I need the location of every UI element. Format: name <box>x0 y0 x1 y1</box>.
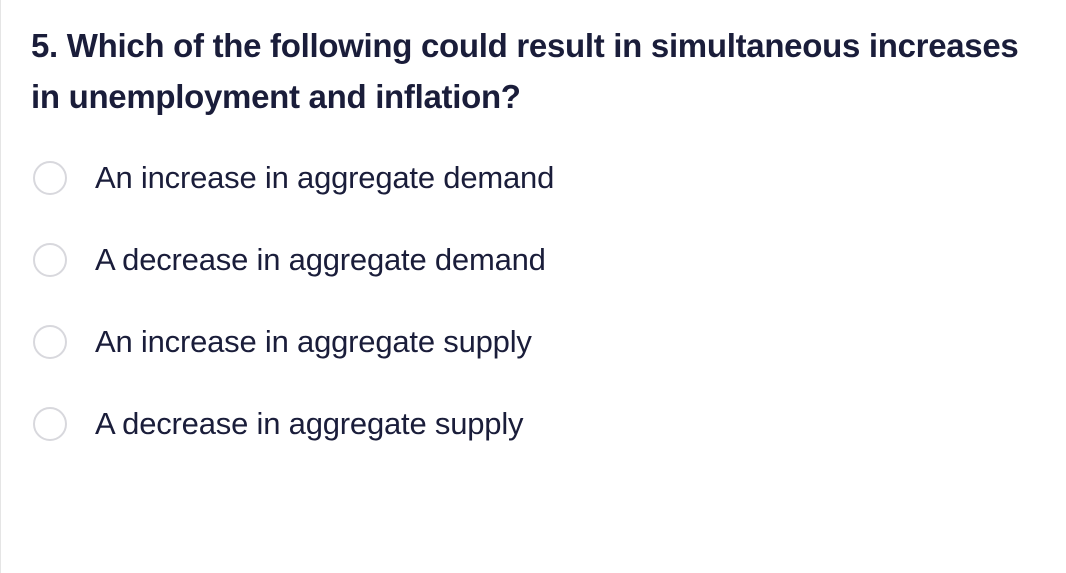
question-text: 5. Which of the following could result i… <box>31 20 1036 122</box>
option-label: An increase in aggregate supply <box>95 324 532 360</box>
option-3[interactable]: A decrease in aggregate supply <box>33 406 1036 442</box>
radio-icon[interactable] <box>33 243 67 277</box>
options-list: An increase in aggregate demand A decrea… <box>31 160 1036 442</box>
option-1[interactable]: A decrease in aggregate demand <box>33 242 1036 278</box>
radio-icon[interactable] <box>33 161 67 195</box>
radio-icon[interactable] <box>33 325 67 359</box>
option-label: A decrease in aggregate supply <box>95 406 523 442</box>
option-label: An increase in aggregate demand <box>95 160 554 196</box>
option-0[interactable]: An increase in aggregate demand <box>33 160 1036 196</box>
question-body: Which of the following could result in s… <box>31 27 1018 115</box>
radio-icon[interactable] <box>33 407 67 441</box>
option-label: A decrease in aggregate demand <box>95 242 546 278</box>
question-number: 5. <box>31 27 58 64</box>
option-2[interactable]: An increase in aggregate supply <box>33 324 1036 360</box>
